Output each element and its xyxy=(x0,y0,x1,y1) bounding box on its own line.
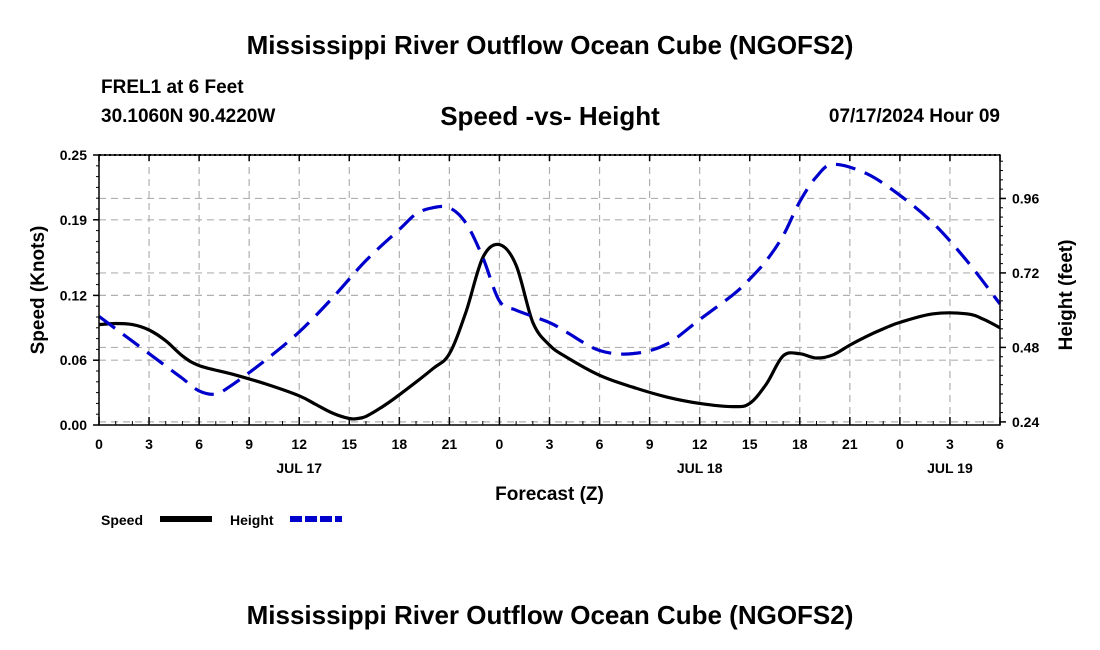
speed-series-line xyxy=(98,242,1001,421)
legend-label-speed: Speed xyxy=(101,512,143,528)
y-tick-label: 0.00 xyxy=(60,417,87,433)
x-tick-label: 0 xyxy=(95,436,103,452)
legend: Speed Height xyxy=(101,512,342,528)
x-tick-label: 3 xyxy=(546,436,554,452)
x-axis-label: Forecast (Z) xyxy=(495,484,604,505)
x-tick-label: 9 xyxy=(245,436,253,452)
x-tick-label: 6 xyxy=(596,436,604,452)
y-tick-label: 0.19 xyxy=(60,212,87,228)
footer-title: Mississippi River Outflow Ocean Cube (NG… xyxy=(246,600,854,630)
x-tick-label: 18 xyxy=(792,436,808,452)
y-axis-label: Speed (Knots) xyxy=(28,226,49,355)
x-tick-label: 21 xyxy=(842,436,858,452)
x-tick-label: 9 xyxy=(646,436,654,452)
y2-tick-label: 0.96 xyxy=(1012,190,1039,206)
station-label: FREL1 at 6 Feet xyxy=(101,77,244,98)
y-tick-label: 0.12 xyxy=(60,287,87,303)
x-tick-label: 3 xyxy=(946,436,954,452)
x-tick-label: 15 xyxy=(742,436,758,452)
height-series-line xyxy=(98,162,1002,396)
station-coordinates: 30.1060N 90.4220W xyxy=(101,106,276,127)
x-tick-label: 6 xyxy=(195,436,203,452)
x-tick-label: 15 xyxy=(341,436,357,452)
chart-subtitle: Speed -vs- Height xyxy=(440,101,660,131)
y-tick-label: 0.06 xyxy=(60,352,87,368)
x-tick-label: 18 xyxy=(392,436,408,452)
x-day-label: JUL 17 xyxy=(276,460,322,476)
y2-axis-label: Height (feet) xyxy=(1056,240,1077,351)
x-tick-label: 0 xyxy=(896,436,904,452)
x-day-label: JUL 18 xyxy=(677,460,723,476)
x-tick-label: 21 xyxy=(442,436,458,452)
x-tick-label: 0 xyxy=(496,436,504,452)
axes: 0 3 6 9 12 15 18 21 0 3 6 9 12 15 18 21 0 3 6 JUL 17 JUL 18 J… xyxy=(28,147,1077,505)
legend-label-height: Height xyxy=(230,512,274,528)
series-lines xyxy=(98,162,1002,421)
y2-tick-label: 0.24 xyxy=(1012,414,1039,430)
x-tick-label: 12 xyxy=(692,436,708,452)
x-tick-label: 3 xyxy=(145,436,153,452)
y2-tick-label: 0.72 xyxy=(1012,265,1039,281)
forecast-datetime: 07/17/2024 Hour 09 xyxy=(828,106,1000,127)
x-tick-label: 12 xyxy=(291,436,307,452)
y-tick-label: 0.25 xyxy=(60,147,87,163)
x-tick-label: 6 xyxy=(996,436,1004,452)
chart-title: Mississippi River Outflow Ocean Cube (NG… xyxy=(246,30,854,60)
y2-tick-label: 0.48 xyxy=(1012,339,1039,355)
x-day-label: JUL 19 xyxy=(927,460,973,476)
